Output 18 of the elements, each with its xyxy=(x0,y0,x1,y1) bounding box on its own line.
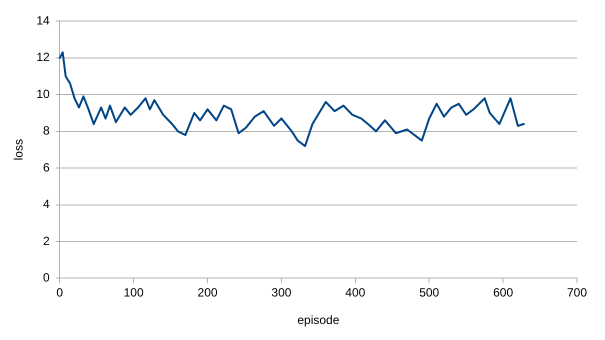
x-tick-label: 300 xyxy=(271,286,292,300)
y-tick-label: 8 xyxy=(43,124,50,138)
y-tick-label: 0 xyxy=(43,270,50,285)
y-tick-label: 12 xyxy=(36,50,50,64)
y-axis-title: loss xyxy=(12,139,26,160)
x-axis-title: episode xyxy=(297,313,340,328)
y-tick-label: 2 xyxy=(43,234,50,248)
y-tick-label: 6 xyxy=(43,160,50,174)
x-tick-label: 400 xyxy=(345,286,366,300)
y-tick-label: 10 xyxy=(36,86,50,101)
x-tick-label: 500 xyxy=(419,286,440,300)
x-tick-label: 700 xyxy=(566,286,588,300)
x-tick-label: 0 xyxy=(56,286,64,300)
x-tick-label: 600 xyxy=(493,286,514,300)
y-tick-label: 14 xyxy=(36,14,50,28)
x-tick-label: 100 xyxy=(124,286,144,300)
x-tick-label: 200 xyxy=(198,286,218,300)
y-tick-label: 4 xyxy=(43,197,50,212)
